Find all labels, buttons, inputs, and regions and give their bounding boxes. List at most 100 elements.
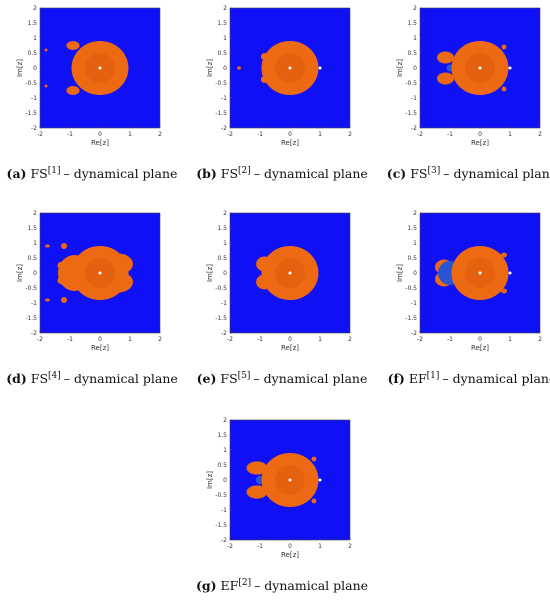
- fixed-point: [98, 271, 102, 275]
- x-tick-label: -2: [417, 336, 423, 343]
- caption-text: – dynamical plane: [254, 578, 368, 593]
- y-tick-label: 2: [223, 210, 227, 217]
- caption-label: (b): [196, 166, 217, 181]
- y-tick-label: -1: [221, 507, 227, 514]
- y-tick-label: 1: [33, 35, 37, 42]
- x-tick-label: -1: [257, 131, 263, 138]
- y-tick-label: -2: [221, 330, 227, 337]
- y-tick-label: -1.5: [25, 110, 37, 117]
- y-tick-label: -0.5: [215, 80, 227, 87]
- caption: (a) FS[1] – dynamical plane: [7, 166, 178, 181]
- caption: (e) FS[5] – dynamical plane: [197, 371, 368, 386]
- y-tick-label: -1: [221, 95, 227, 102]
- caption-superscript: [3]: [427, 166, 440, 176]
- caption: (d) FS[4] – dynamical plane: [6, 371, 178, 386]
- y-tick-label: 2: [413, 5, 417, 12]
- x-tick-label: -1: [67, 336, 73, 343]
- y-tick-label: -1.5: [25, 315, 37, 322]
- caption-label: (a): [7, 166, 27, 181]
- caption-method: FS: [220, 371, 237, 386]
- y-tick-label: 1.5: [407, 20, 417, 27]
- x-tick-label: -1: [257, 336, 263, 343]
- y-tick-label: 0: [33, 270, 37, 277]
- basin: [501, 86, 507, 92]
- basin: [66, 41, 80, 50]
- x-tick-label: -2: [227, 131, 233, 138]
- x-tick-label: 1: [128, 336, 132, 343]
- caption-superscript: [5]: [238, 371, 251, 381]
- basin: [57, 276, 65, 285]
- y-tick-label: 1.5: [27, 20, 37, 27]
- y-tick-label: 2: [33, 210, 37, 217]
- caption-label: (g): [196, 578, 217, 593]
- basin: [501, 252, 507, 258]
- basin: [318, 66, 322, 70]
- x-tick-label: 1: [318, 131, 322, 138]
- y-tick-label: -2: [31, 125, 37, 132]
- caption-method: EF: [221, 578, 239, 593]
- y-tick-label: 1.5: [27, 225, 37, 232]
- caption: (f) EF[1] – dynamical plane: [388, 371, 550, 386]
- y-tick-label: -2: [31, 330, 37, 337]
- x-tick-label: -2: [227, 543, 233, 550]
- caption-superscript: [1]: [427, 371, 440, 381]
- y-tick-label: -0.5: [405, 80, 417, 87]
- caption: (b) FS[2] – dynamical plane: [196, 166, 368, 181]
- panel: -2 -1 0 1 2 -2 -1.5 -1 -0.5 0 0.5 1 1.5 2 Re[z] Im[z] (f…: [388, 210, 550, 386]
- fixed-point: [478, 66, 482, 70]
- basin: [66, 86, 80, 95]
- x-tick-label: -1: [67, 131, 73, 138]
- y-tick-label: 0.5: [407, 50, 417, 57]
- basin: [246, 485, 268, 499]
- y-axis-label: Im[z]: [206, 264, 214, 282]
- x-tick-label: 2: [348, 131, 352, 138]
- basin: [57, 261, 65, 270]
- y-tick-label: -1.5: [215, 110, 227, 117]
- x-tick-label: -1: [257, 543, 263, 550]
- caption-text: – dynamical plane: [443, 166, 550, 181]
- y-tick-label: 0.5: [217, 50, 227, 57]
- caption-method: FS: [221, 166, 238, 181]
- x-tick-label: 0: [98, 336, 102, 343]
- x-tick-label: -1: [447, 336, 453, 343]
- x-tick-label: 2: [538, 131, 542, 138]
- y-axis-label: Im[z]: [16, 264, 24, 282]
- y-tick-label: 0: [223, 270, 227, 277]
- x-tick-label: -2: [37, 131, 43, 138]
- y-tick-label: 1: [33, 240, 37, 247]
- basin: [311, 456, 317, 462]
- x-tick-label: 0: [478, 336, 482, 343]
- x-tick-label: -1: [447, 131, 453, 138]
- y-tick-label: 1.5: [407, 225, 417, 232]
- x-tick-label: 0: [288, 336, 292, 343]
- y-axis-label: Im[z]: [16, 59, 24, 77]
- basin: [311, 498, 317, 504]
- y-tick-label: 2: [413, 210, 417, 217]
- y-tick-label: 2: [223, 5, 227, 12]
- caption-label: (e): [197, 371, 217, 386]
- basin: [237, 66, 241, 70]
- basin: [508, 271, 512, 275]
- panel: -2 -1 0 1 2 -2 -1.5 -1 -0.5 0 0.5 1 1.5 2 Re[z] Im[z] (d…: [6, 210, 178, 386]
- y-tick-label: -1: [31, 95, 37, 102]
- y-tick-label: 1: [223, 240, 227, 247]
- x-tick-label: 2: [538, 336, 542, 343]
- fixed-point: [288, 478, 292, 482]
- x-axis-label: Re[z]: [471, 344, 489, 352]
- x-tick-label: 0: [288, 543, 292, 550]
- caption-method: FS: [31, 371, 48, 386]
- y-tick-label: -1.5: [215, 315, 227, 322]
- basin: [44, 84, 48, 88]
- y-tick-label: -2: [411, 330, 417, 337]
- y-tick-label: 0.5: [27, 50, 37, 57]
- x-axis-label: Re[z]: [471, 139, 489, 147]
- y-tick-label: -1.5: [405, 315, 417, 322]
- caption-method: FS: [410, 166, 427, 181]
- fixed-point: [98, 66, 102, 70]
- basin: [437, 72, 454, 85]
- basin: [318, 478, 322, 482]
- y-tick-label: 0.5: [217, 462, 227, 469]
- x-axis-label: Re[z]: [281, 551, 299, 559]
- x-tick-label: -2: [417, 131, 423, 138]
